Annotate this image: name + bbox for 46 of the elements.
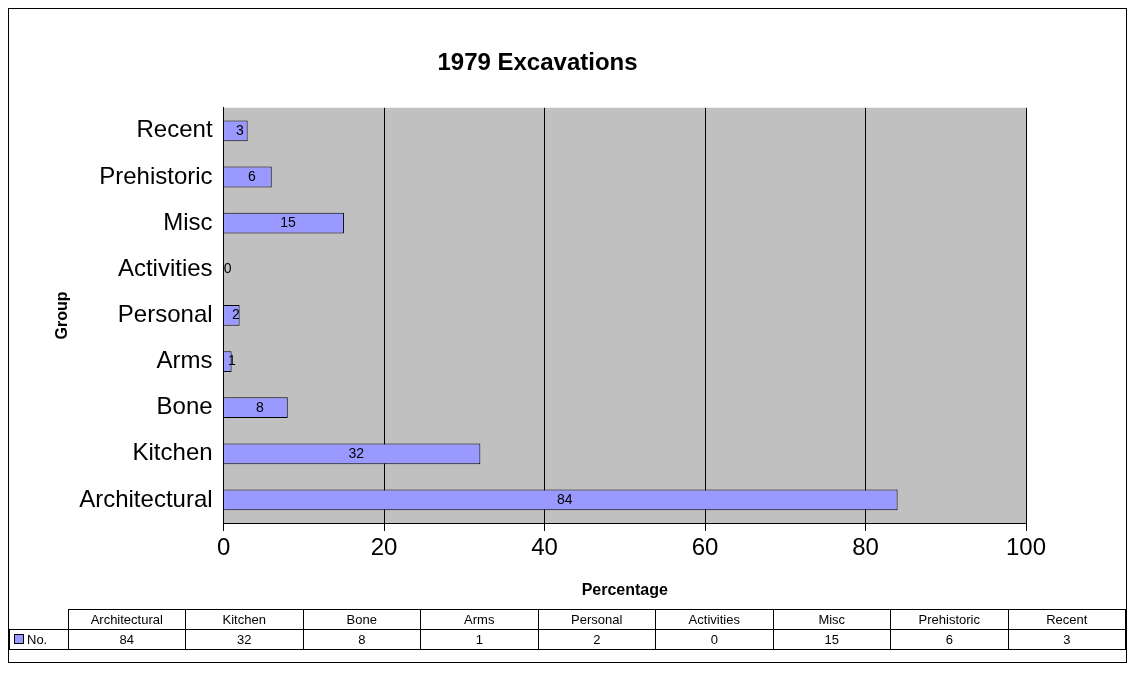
x-tick-label: 20 — [370, 533, 398, 561]
legend-label: No. — [27, 632, 48, 647]
x-tick-label: 100 — [1005, 533, 1047, 561]
text: 32 — [185, 629, 303, 650]
data-label: 3 — [235, 121, 244, 138]
data-label: 84 — [557, 490, 573, 507]
text: 2 — [538, 629, 656, 650]
data-label: 1 — [227, 352, 236, 369]
category-label: Arms — [464, 612, 495, 627]
category-label: Misc — [818, 612, 846, 627]
category-label: Kitchen — [222, 612, 266, 627]
data-label: 6 — [248, 167, 257, 184]
data-label: 0 — [223, 260, 232, 277]
category-label: Personal — [571, 612, 623, 627]
text: 0 — [655, 629, 773, 650]
x-axis-title: Percentage — [581, 580, 669, 598]
x-tick-label: 40 — [531, 533, 558, 561]
y-axis-title: Group — [53, 291, 71, 340]
text: 8 — [303, 629, 421, 650]
y-tick-label: Bone — [156, 392, 213, 420]
text: 84 — [68, 629, 186, 650]
category-label: Architectural — [90, 612, 163, 627]
y-tick-label: Personal — [117, 300, 213, 328]
y-tick-label: Misc — [163, 207, 213, 235]
y-tick-label: Prehistoric — [99, 161, 213, 189]
x-tick-label: 0 — [216, 533, 231, 561]
text: 15 — [773, 629, 891, 650]
data-label: 2 — [231, 306, 240, 323]
category-label: Activities — [688, 612, 740, 627]
y-tick-label: Kitchen — [132, 438, 213, 466]
text: 6 — [890, 629, 1008, 650]
data-label: 32 — [348, 444, 365, 461]
x-tick-label: 60 — [691, 533, 719, 561]
data-label: 15 — [280, 213, 297, 230]
y-tick-label: Activities — [117, 253, 213, 281]
y-tick-label: Recent — [136, 115, 213, 143]
x-tick-label: 80 — [852, 533, 879, 561]
text: 3 — [1008, 629, 1126, 650]
category-label: Prehistoric — [918, 612, 980, 627]
data-label: 8 — [256, 398, 265, 415]
y-tick-label: Architectural — [79, 484, 213, 512]
category-label: Recent — [1046, 612, 1088, 627]
category-label: Bone — [346, 612, 377, 627]
text: 1 — [420, 629, 538, 650]
y-tick-label: Arms — [156, 346, 213, 374]
chart-title: 1979 Excavations — [437, 48, 638, 76]
